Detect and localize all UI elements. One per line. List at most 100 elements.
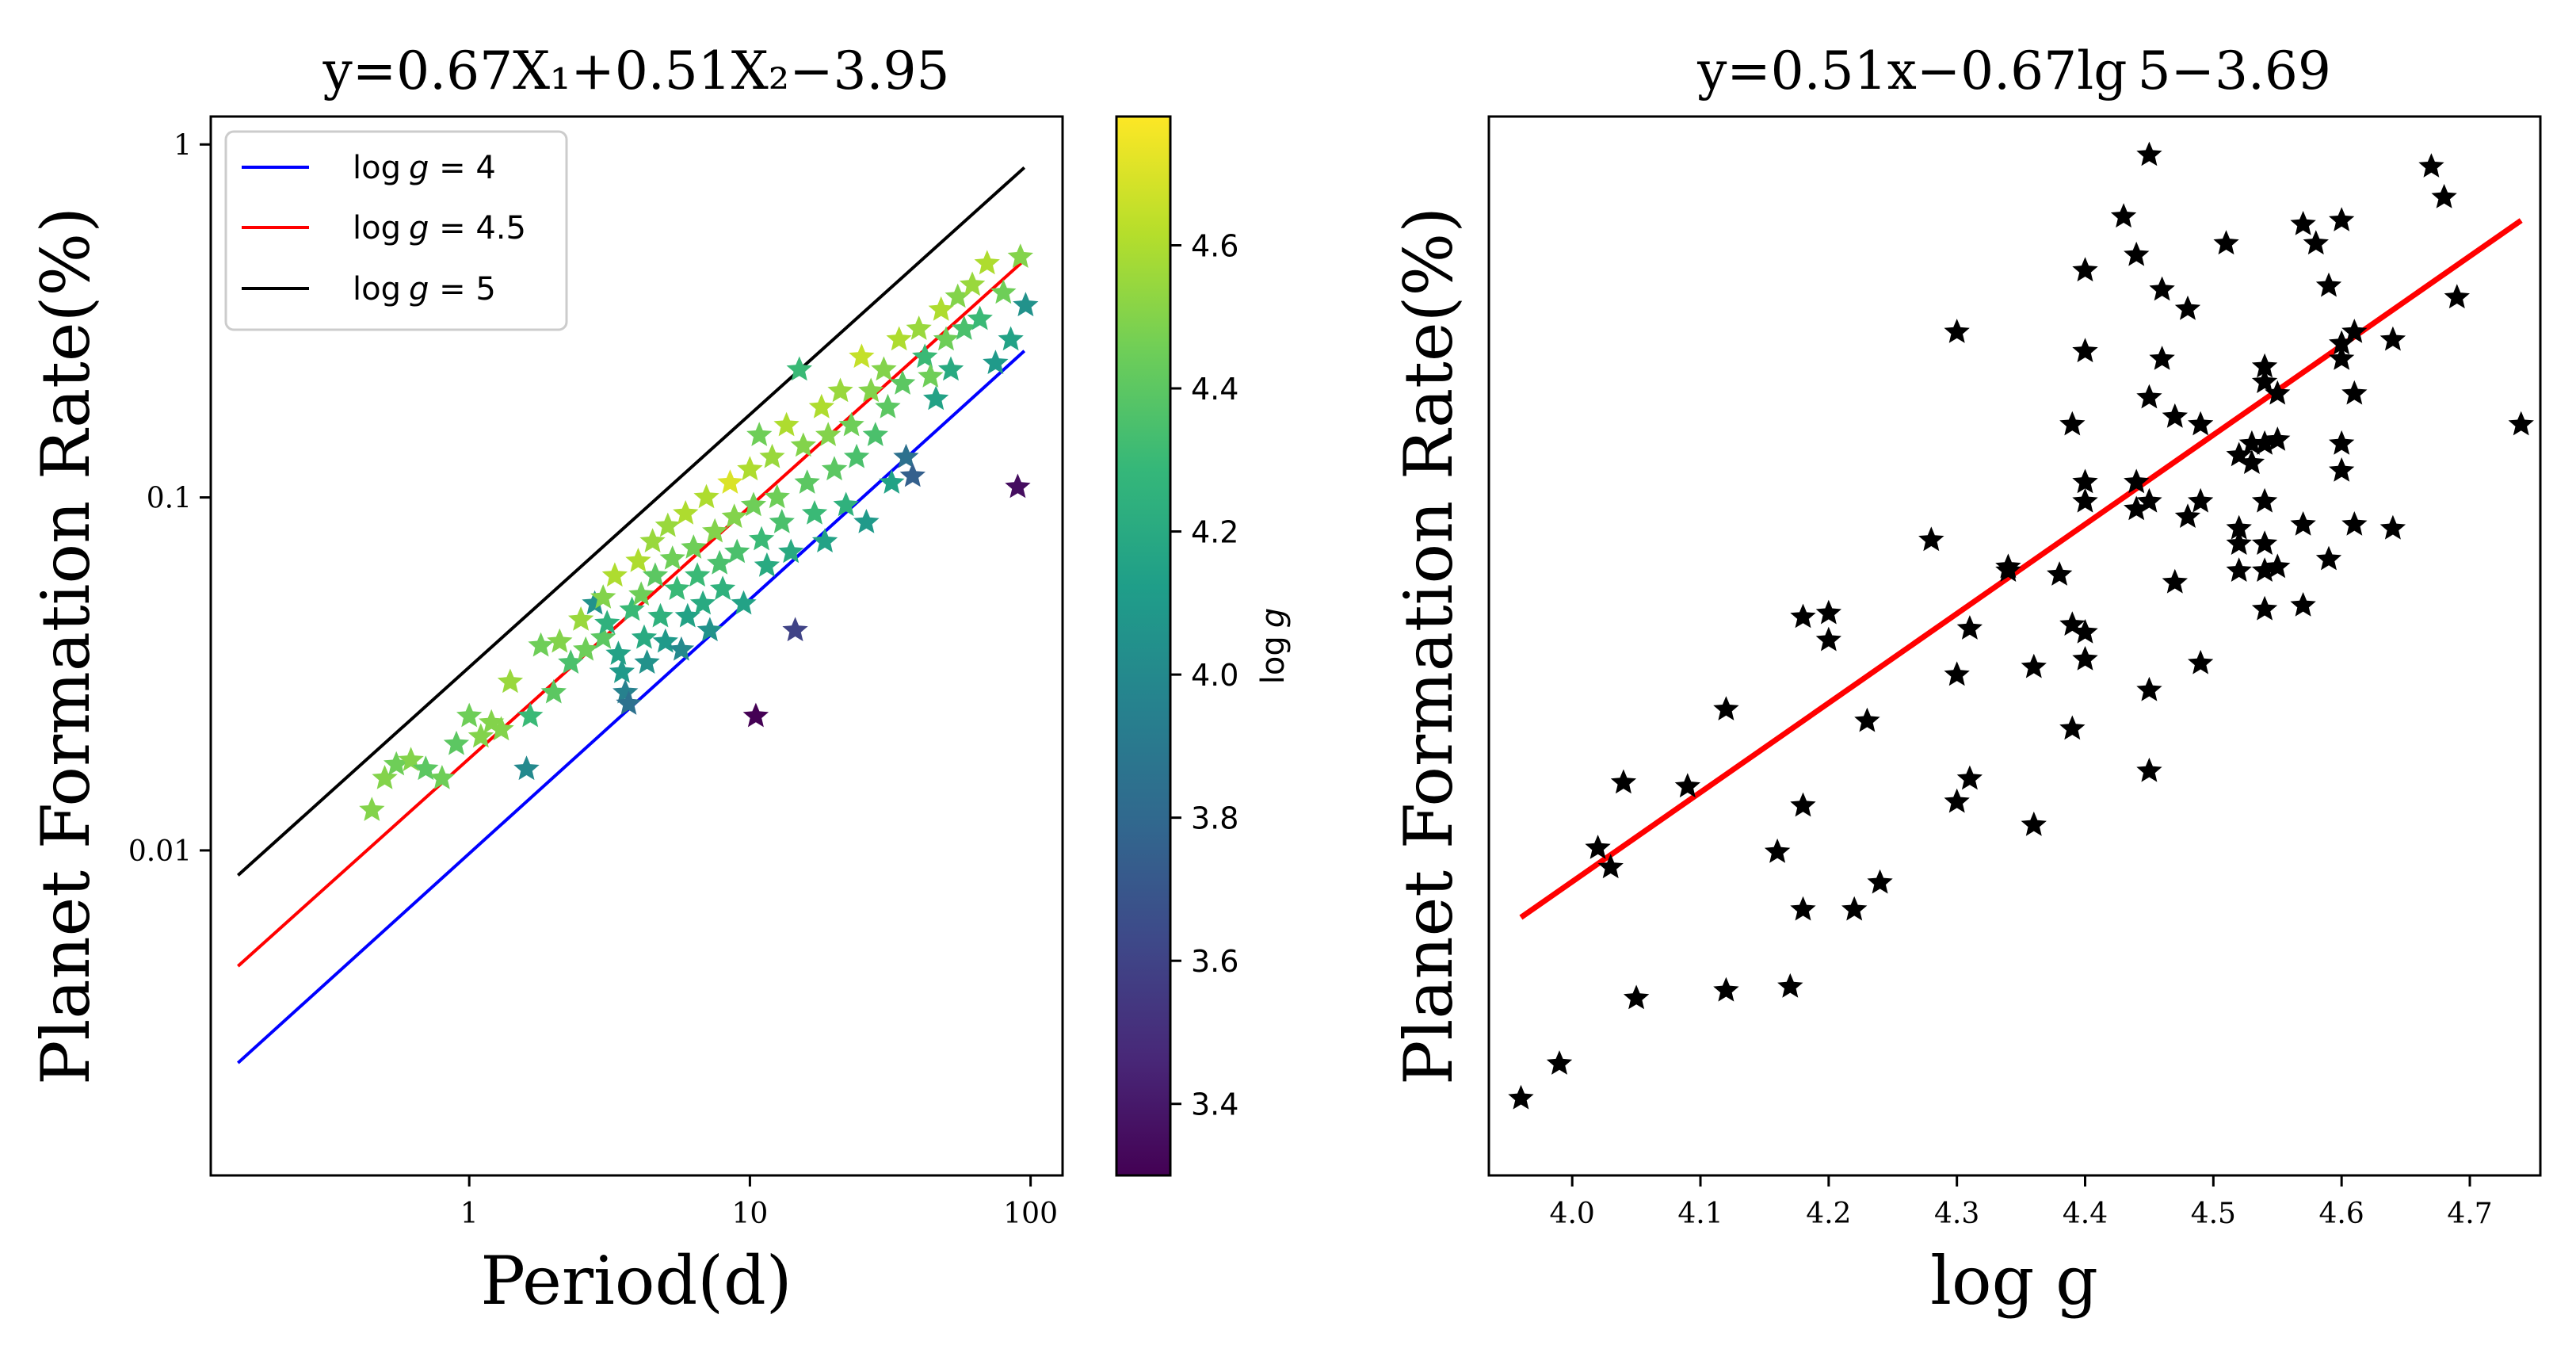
scatter-point: [1944, 319, 1970, 343]
scatter-point: [634, 649, 660, 674]
scatter-point: [933, 326, 960, 351]
scatter-point: [1764, 838, 1791, 863]
scatter-point: [906, 315, 932, 340]
legend-label-logg4-suffix: = 4: [429, 150, 495, 186]
scatter-point: [1005, 473, 1031, 499]
scatter-point: [1790, 603, 1816, 629]
scatter-point: [1944, 788, 1970, 813]
colorbar-tick-label: 4.4: [1191, 372, 1238, 407]
scatter-point: [833, 491, 859, 517]
right-y-axis-label: Planet Formation Rate(%): [1390, 207, 1467, 1085]
right-x-tick-label: 4.4: [2063, 1198, 2108, 1230]
scatter-point: [2508, 411, 2534, 436]
scatter-point: [2251, 369, 2278, 393]
scatter-point: [1815, 599, 1841, 625]
scatter-point: [2021, 811, 2047, 836]
scatter-point: [740, 491, 767, 517]
left-x-tick-label: 100: [1003, 1198, 1058, 1230]
scatter-point: [2290, 511, 2316, 536]
scatter-point: [616, 690, 642, 715]
scatter-point: [693, 483, 719, 509]
scatter-point: [2265, 553, 2291, 579]
scatter-point: [1995, 557, 2021, 582]
scatter-point: [547, 628, 573, 653]
scatter-point: [827, 377, 853, 403]
scatter-point: [918, 363, 944, 388]
scatter-point: [1623, 984, 1650, 1010]
scatter-point: [843, 443, 870, 468]
scatter-point: [937, 356, 964, 381]
scatter-point: [654, 512, 681, 537]
legend-entry-logg5: log g = 5: [242, 271, 496, 308]
scatter-point: [1013, 292, 1039, 317]
legend-entry-logg45: log g = 4.5: [242, 210, 526, 246]
scatter-point: [590, 584, 616, 609]
left-x-tick-label: 1: [460, 1198, 479, 1230]
legend-label-logg4-var: g: [409, 150, 429, 186]
colorbar-label: log g: [1255, 608, 1292, 684]
scatter-point: [2290, 211, 2316, 235]
scatter-point: [1007, 243, 1033, 268]
right-x-tick-label: 4.1: [1677, 1198, 1723, 1230]
scatter-point: [2213, 230, 2239, 255]
scatter-point: [2047, 561, 2073, 586]
legend-box: [224, 130, 568, 331]
colorbar-label-prefix: log: [1255, 636, 1292, 684]
scatter-point: [2329, 330, 2355, 355]
scatter-point: [967, 305, 993, 331]
scatter-point: [359, 797, 385, 821]
scatter-point: [2226, 530, 2252, 555]
scatter-point: [2265, 426, 2291, 451]
scatter-point: [605, 640, 632, 665]
scatter-point: [1815, 626, 1841, 652]
right-x-tick-label: 4.5: [2191, 1198, 2236, 1230]
scatter-point: [923, 385, 949, 411]
scatter-point: [2124, 241, 2150, 266]
scatter-point: [517, 702, 544, 728]
scatter-point: [2136, 141, 2162, 166]
scatter-point: [858, 377, 884, 403]
scatter-point: [890, 370, 916, 395]
scatter-point: [717, 469, 743, 494]
scatter-point: [754, 552, 780, 577]
scatter-point: [613, 678, 639, 704]
scatter-point: [2021, 653, 2047, 678]
left-panel: y=0.67X₁+0.51X₂−3.95 Planet Formation Ra…: [27, 40, 1292, 1320]
scatter-point: [528, 632, 554, 657]
legend-label-logg45: log g = 4.5: [353, 210, 526, 246]
scatter-point: [821, 456, 848, 481]
scatter-point: [540, 678, 567, 704]
scatter-point: [899, 462, 925, 487]
legend-label-logg5-suffix: = 5: [429, 271, 495, 308]
legend-label-logg4-prefix: log: [353, 150, 401, 186]
scatter-point: [764, 483, 790, 509]
scatter-point: [2072, 487, 2098, 513]
left-axis-ticks: 1 10 100 0.01 0.1 1: [128, 129, 1058, 1230]
scatter-point: [2174, 503, 2201, 528]
scatter-point: [2059, 411, 2086, 436]
scatter-point: [2136, 384, 2162, 409]
right-x-tick-label: 4.6: [2319, 1198, 2364, 1230]
right-x-tick-label: 4.2: [1806, 1198, 1851, 1230]
scatter-point: [1854, 707, 1880, 732]
colorbar-tick-label: 4.2: [1191, 515, 1238, 550]
scatter-point: [2124, 495, 2150, 521]
scatter-point: [912, 343, 938, 369]
colorbar-label-var: g: [1255, 608, 1292, 628]
scatter-point: [372, 765, 398, 789]
legend-label-logg45-prefix: log: [353, 210, 401, 246]
scatter-point: [2251, 530, 2278, 555]
scatter-point: [2315, 272, 2342, 297]
scatter-point: [893, 443, 919, 468]
scatter-point: [786, 356, 812, 381]
scatter-point: [674, 602, 700, 628]
right-panel: y=0.51x−0.67lg 5−3.69 Planet Formation R…: [1390, 40, 2542, 1320]
scatter-point: [707, 549, 733, 575]
scatter-point: [2188, 487, 2214, 513]
scatter-point: [838, 411, 864, 437]
scatter-point: [801, 500, 828, 525]
scatter-point: [1597, 854, 1624, 879]
fit-line: [1519, 218, 2523, 920]
scatter-point: [2379, 326, 2406, 351]
scatter-point: [673, 500, 699, 525]
